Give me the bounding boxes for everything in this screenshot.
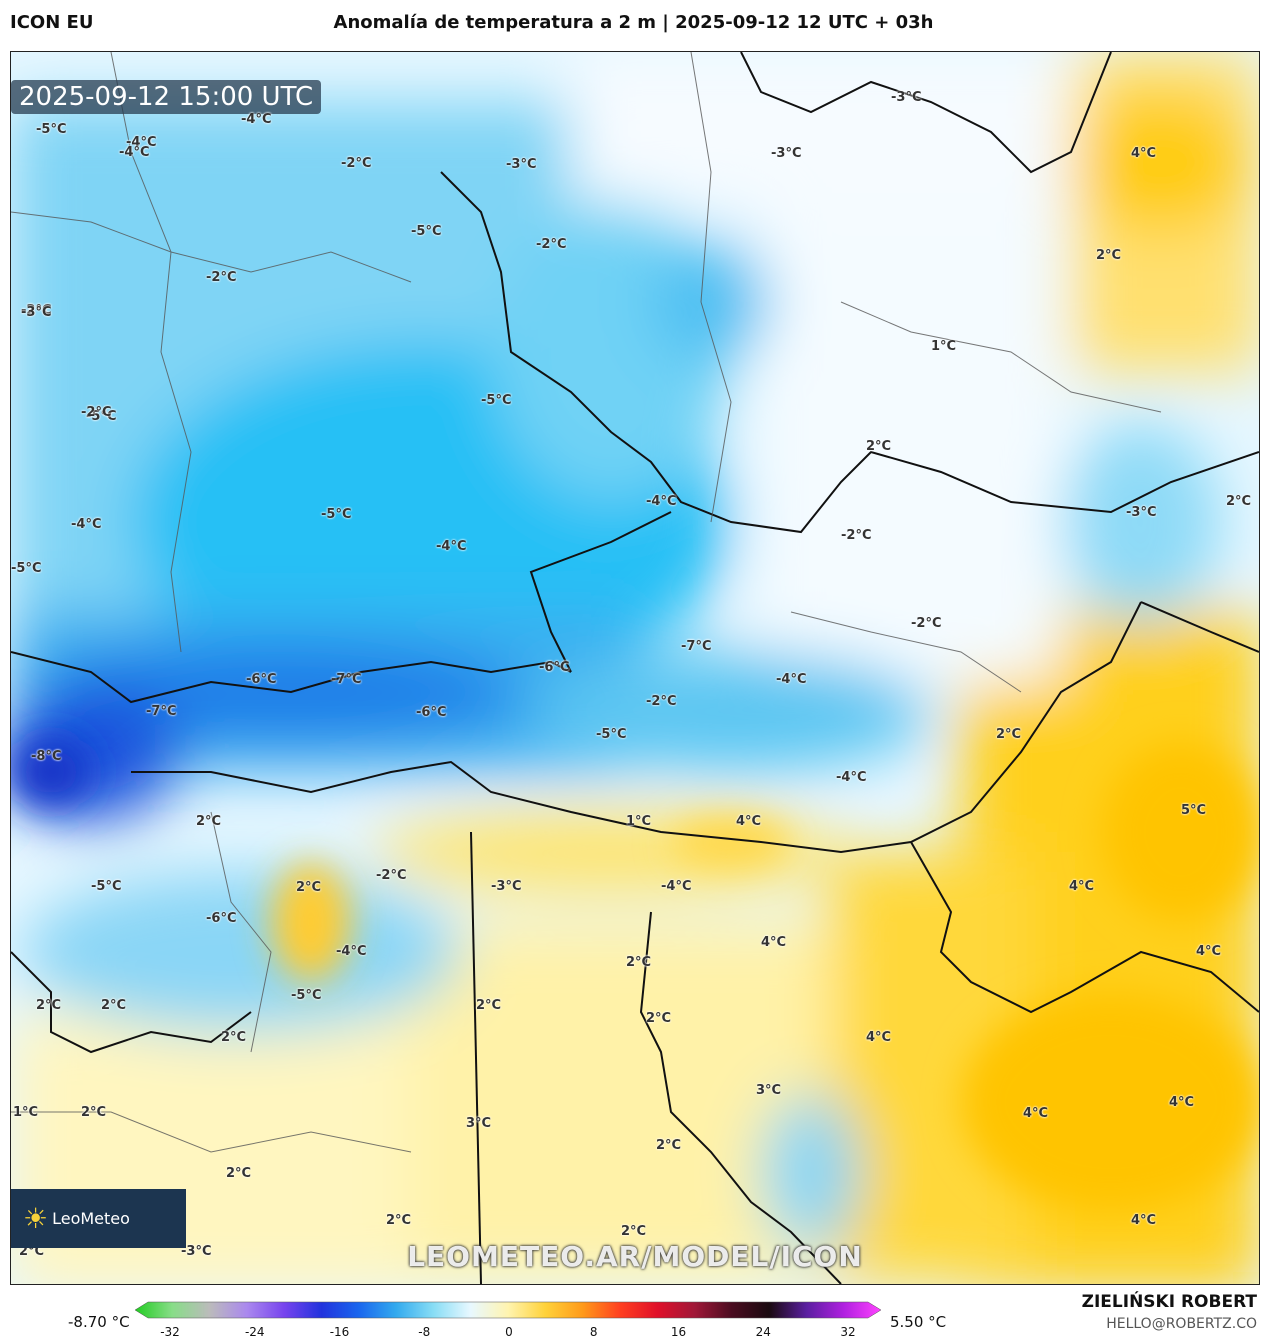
anomaly-label: -5°C [11, 561, 42, 576]
anomaly-label: -5°C [596, 727, 627, 742]
anomaly-label: 3°C [466, 1116, 492, 1131]
anomaly-label: 1°C [626, 814, 652, 829]
anomaly-label: -3°C [771, 146, 802, 161]
anomaly-label: 2°C [226, 1166, 252, 1181]
anomaly-label: 1°C [931, 339, 957, 354]
anomaly-label: 2°C [221, 1030, 247, 1045]
anomaly-label: 3°C [756, 1083, 782, 1098]
anomaly-label: -2°C [21, 303, 52, 318]
anomaly-label: 4°C [866, 1030, 892, 1045]
anomaly-label: -4°C [336, 944, 367, 959]
legend-tick: 24 [755, 1325, 771, 1339]
anomaly-label: 2°C [81, 1105, 107, 1120]
anomaly-label: 4°C [1069, 879, 1095, 894]
timestamp-badge: 2025-09-12 15:00 UTC [11, 80, 322, 114]
anomaly-label: 2°C [386, 1213, 412, 1228]
anomaly-label: 2°C [996, 727, 1022, 742]
anomaly-label: -6°C [416, 705, 447, 720]
anomaly-label: -2°C [911, 616, 942, 631]
legend-tick: -16 [329, 1325, 350, 1339]
anomaly-label: -7°C [331, 672, 362, 687]
temperature-anomaly-map: 2025-09-12 15:00 UTC -5°C -4°C -4°C -2°C -3°… [10, 51, 1260, 1285]
legend-tick: 32 [840, 1325, 856, 1339]
anomaly-label: -4°C [126, 135, 157, 150]
anomaly-label: 2°C [866, 439, 892, 454]
leometeo-logo: ☀ LeoMeteo [11, 1189, 186, 1248]
anomaly-label: -5°C [291, 988, 322, 1003]
anomaly-label: -3°C [491, 879, 522, 894]
anomaly-label: -7°C [146, 704, 177, 719]
map-title: Anomalía de temperatura a 2 m | 2025-09-… [333, 12, 934, 33]
legend-tick: 16 [670, 1325, 687, 1339]
model-name: ICON EU [10, 12, 94, 33]
anomaly-label: -4°C [119, 145, 150, 160]
anomaly-label: -7°C [681, 639, 712, 654]
anomaly-label: -2°C [341, 156, 372, 171]
anomaly-label: -3°C [1126, 505, 1157, 520]
anomaly-label: 4°C [761, 935, 787, 950]
anomaly-label: 2°C [476, 998, 502, 1013]
map-fill [11, 52, 1259, 1284]
legend-tick: 8 [589, 1325, 598, 1339]
author-email: HELLO@ROBERTZ.CO [1106, 1316, 1257, 1332]
anomaly-label: -5°C [321, 507, 352, 522]
anomaly-label: 2°C [1226, 494, 1252, 509]
legend-tick: -8 [418, 1325, 431, 1339]
anomaly-label: 1°C [13, 1105, 39, 1120]
anomaly-label: -4°C [836, 770, 867, 785]
anomaly-label: -2°C [646, 694, 677, 709]
author-name: ZIELIŃSKI ROBERT [1081, 1292, 1257, 1312]
anomaly-label: -8°C [31, 749, 62, 764]
color-legend [0, 1290, 1267, 1339]
anomaly-label: 2°C [101, 998, 127, 1013]
anomaly-label: -2°C [536, 237, 567, 252]
anomaly-label: 2°C [196, 814, 222, 829]
anomaly-label: -2°C [81, 405, 112, 420]
anomaly-label: -6°C [206, 911, 237, 926]
legend-bar [134, 1301, 882, 1319]
anomaly-label: -4°C [241, 112, 272, 127]
anomaly-label: -4°C [776, 672, 807, 687]
anomaly-label: -3°C [891, 90, 922, 105]
anomaly-label: -5°C [411, 224, 442, 239]
anomaly-label: 2°C [646, 1011, 672, 1026]
anomaly-label: -5°C [91, 879, 122, 894]
anomaly-label: -3°C [181, 1244, 212, 1259]
anomaly-label: -4°C [646, 494, 677, 509]
anomaly-label: -6°C [246, 672, 277, 687]
legend-min-label: -8.70 °C [68, 1313, 130, 1331]
anomaly-label: 4°C [1169, 1095, 1195, 1110]
anomaly-label: 2°C [1096, 248, 1122, 263]
anomaly-label: -5°C [36, 122, 67, 137]
anomaly-label: 5°C [1181, 803, 1207, 818]
anomaly-label: 4°C [1023, 1106, 1049, 1121]
anomaly-label: 2°C [656, 1138, 682, 1153]
anomaly-label: -6°C [539, 660, 570, 675]
site-watermark: LEOMETEO.AR/MODEL/ICON [407, 1240, 863, 1273]
anomaly-label: -5°C [481, 393, 512, 408]
legend-tick: -32 [160, 1325, 180, 1339]
anomaly-label: 2°C [296, 880, 322, 895]
anomaly-label: -3°C [506, 157, 537, 172]
anomaly-label: -2°C [206, 270, 237, 285]
legend-tick: -24 [244, 1325, 265, 1339]
anomaly-label: 4°C [1196, 944, 1222, 959]
legend-tick: 0 [505, 1325, 513, 1339]
sun-icon: ☀ [23, 1202, 49, 1235]
anomaly-label: -5°C [86, 409, 117, 424]
anomaly-label: -4°C [71, 517, 102, 532]
legend-max-label: 5.50 °C [890, 1313, 947, 1331]
anomaly-label: 2°C [621, 1224, 647, 1239]
anomaly-label: 4°C [1131, 1213, 1157, 1228]
anomaly-label: -3°C [21, 305, 52, 320]
anomaly-label: -2°C [376, 868, 407, 883]
logo-text: LeoMeteo [52, 1209, 130, 1228]
anomaly-label: 4°C [736, 814, 762, 829]
anomaly-label: 2°C [36, 998, 62, 1013]
anomaly-label: -4°C [436, 539, 467, 554]
anomaly-label: -4°C [661, 879, 692, 894]
anomaly-label: 2°C [626, 955, 652, 970]
anomaly-label: -2°C [841, 528, 872, 543]
anomaly-label: 4°C [1131, 146, 1157, 161]
